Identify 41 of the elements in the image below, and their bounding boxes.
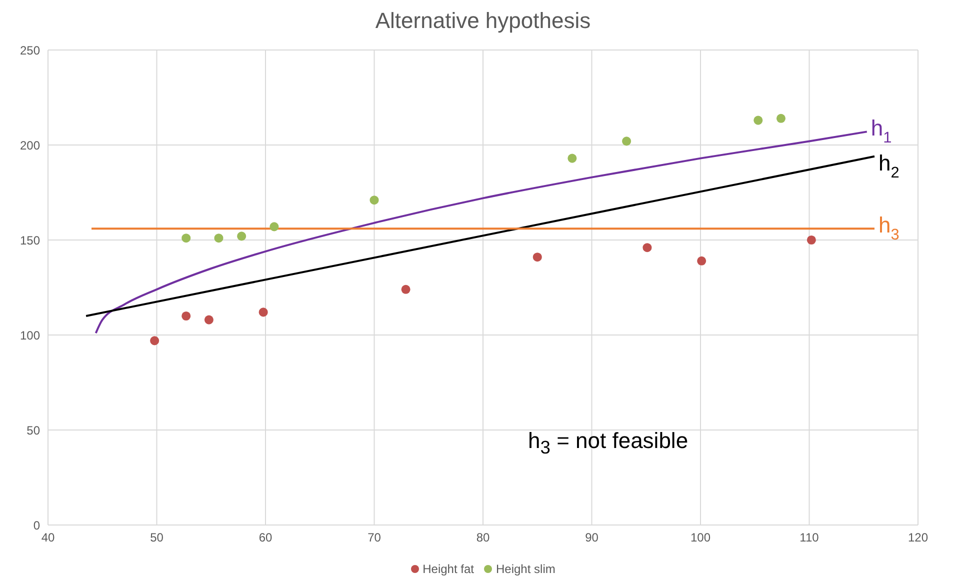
point xyxy=(237,232,246,241)
y-tick-label: 50 xyxy=(26,423,40,438)
x-tick-label: 50 xyxy=(150,530,164,545)
x-tick-label: 90 xyxy=(585,530,599,545)
point xyxy=(806,235,816,245)
x-tick-label: 110 xyxy=(800,530,820,545)
point xyxy=(622,136,632,146)
point xyxy=(401,284,410,294)
x-tick-label: 40 xyxy=(41,530,55,545)
chart-title: Alternative hypothesis xyxy=(374,8,592,34)
series-label: h$_{3}$ xyxy=(878,212,900,244)
point xyxy=(568,154,577,163)
point xyxy=(642,243,652,252)
series-label: h$_{1}$ xyxy=(870,116,892,146)
point xyxy=(182,234,191,243)
point xyxy=(532,252,542,262)
point xyxy=(204,315,214,324)
point xyxy=(258,308,268,317)
x-tick-label: 70 xyxy=(368,530,382,545)
point xyxy=(754,116,763,125)
point xyxy=(182,311,191,321)
point xyxy=(697,256,706,266)
annotation: h$_{3}$ = not feasible xyxy=(528,428,688,458)
point xyxy=(776,114,786,123)
line-series xyxy=(94,130,868,334)
point xyxy=(150,336,160,346)
x-tick-label: 120 xyxy=(908,530,928,545)
y-tick-label: 250 xyxy=(20,43,40,58)
x-tick-label: 100 xyxy=(690,530,711,545)
y-tick-label: 150 xyxy=(20,233,40,248)
x-tick-label: 80 xyxy=(476,530,490,545)
y-tick-label: 200 xyxy=(20,138,40,152)
legend-label: Height fat xyxy=(422,562,474,576)
series-label: h$_{2}$ xyxy=(878,150,900,181)
point xyxy=(214,234,224,243)
legend-label: Height slim xyxy=(496,562,556,576)
y-tick-label: 100 xyxy=(20,328,40,342)
point xyxy=(370,196,379,205)
x-tick-label: 60 xyxy=(258,530,272,545)
point xyxy=(270,222,279,232)
y-tick-label: 0 xyxy=(33,518,40,532)
